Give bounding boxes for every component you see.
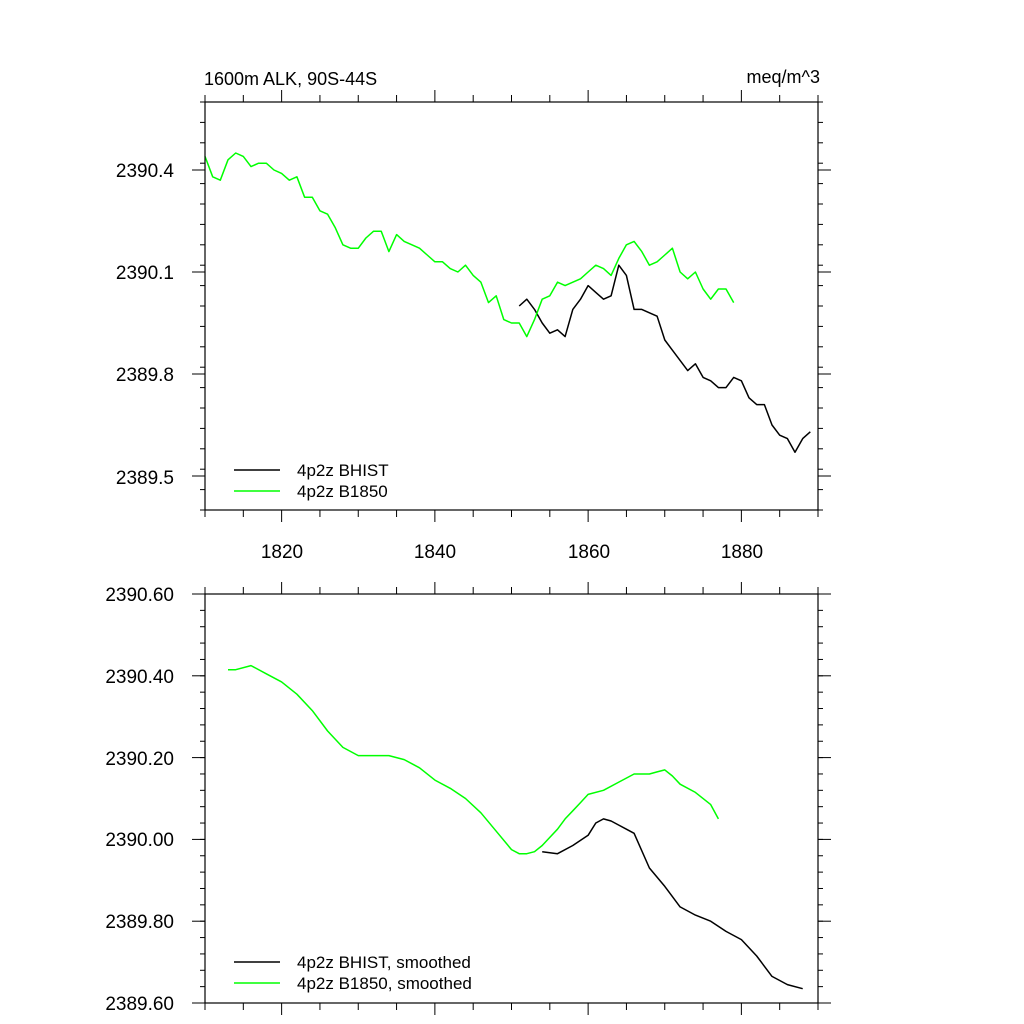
y-tick-label: 2389.80 xyxy=(105,912,174,933)
top-series-lines xyxy=(204,152,811,453)
y-tick-label: 2389.60 xyxy=(105,994,174,1015)
bottom-axis-ticks xyxy=(192,582,831,1015)
top-axis-ticks xyxy=(192,90,831,522)
legend-label: 4p2z B1850, smoothed xyxy=(297,974,472,993)
top-legend: 4p2z BHIST 4p2z B1850 xyxy=(234,461,389,501)
y-tick-label: 2389.8 xyxy=(116,365,174,386)
y-tick-label: 2390.40 xyxy=(105,667,174,688)
bottom-y-tick-labels: 2390.60 2390.40 2390.20 2390.00 2389.80 … xyxy=(105,585,174,1015)
y-tick-label: 2389.5 xyxy=(116,468,174,489)
chart-units: meq/m^3 xyxy=(747,67,820,87)
legend-label: 4p2z B1850 xyxy=(297,482,388,501)
bottom-chart: 2390.60 2390.40 2390.20 2390.00 2389.80 … xyxy=(105,582,831,1015)
chart-title: 1600m ALK, 90S-44S xyxy=(204,69,377,89)
series-line-bhist xyxy=(518,264,811,453)
bottom-legend: 4p2z BHIST, smoothed 4p2z B1850, smoothe… xyxy=(234,953,472,993)
x-tick-label: 1880 xyxy=(721,542,763,563)
y-tick-label: 2390.60 xyxy=(105,585,174,606)
bottom-plot-frame xyxy=(204,593,819,1004)
series-line-b1850 xyxy=(204,152,735,338)
series-line-bhist xyxy=(542,818,803,990)
y-tick-label: 2390.4 xyxy=(116,161,175,182)
x-tick-label: 1840 xyxy=(414,542,456,563)
legend-label: 4p2z BHIST, smoothed xyxy=(297,953,471,972)
bottom-series-lines xyxy=(228,664,803,990)
y-tick-label: 2390.00 xyxy=(105,830,174,851)
top-plot-frame xyxy=(204,101,819,511)
legend-label: 4p2z BHIST xyxy=(297,461,389,480)
top-y-tick-labels: 2390.4 2390.1 2389.8 2389.5 xyxy=(116,161,175,489)
x-tick-label: 1860 xyxy=(568,542,610,563)
y-tick-label: 2390.1 xyxy=(116,263,174,284)
top-x-tick-labels: 1820 1840 1860 1880 xyxy=(261,542,763,563)
x-tick-label: 1820 xyxy=(261,542,303,563)
y-tick-label: 2390.20 xyxy=(105,749,174,770)
series-line-b1850 xyxy=(228,664,720,855)
top-chart: 1600m ALK, 90S-44S meq/m^3 1820 1840 186… xyxy=(116,67,831,563)
